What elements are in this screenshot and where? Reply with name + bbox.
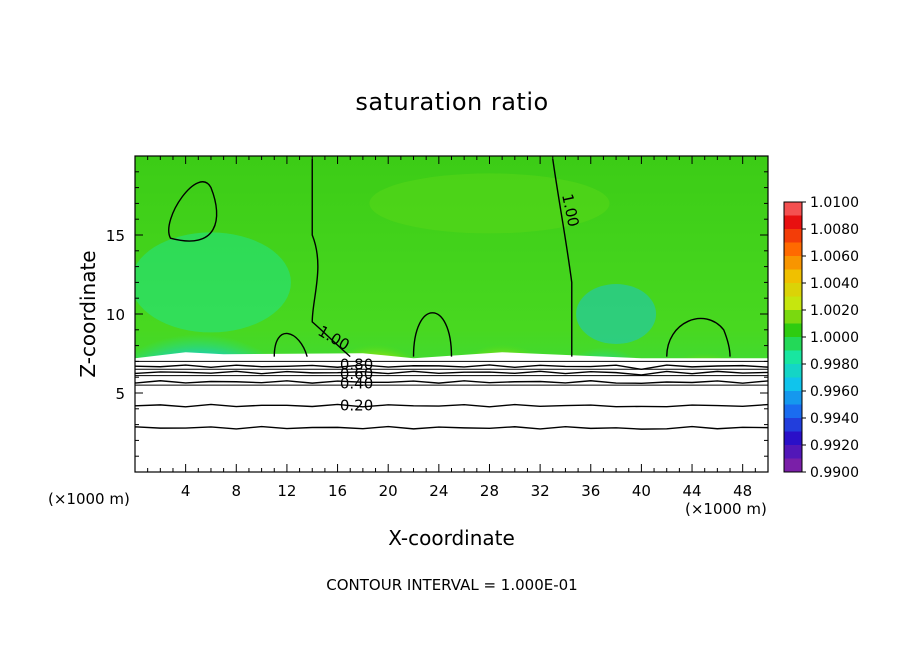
contour-label: 0.60 — [340, 365, 373, 383]
colorbar-label: 1.0080 — [810, 222, 859, 238]
colorbar-band-blend — [784, 229, 802, 243]
colorbar: 0.9900 0.9920 0.9940 0.9960 0.9980 1.0000 1.00… — [783, 195, 859, 481]
chart-title: saturation ratio — [355, 88, 549, 116]
x-tick-label: 24 — [429, 482, 448, 500]
x-axis: 4 8 12 16 20 24 28 32 36 40 44 48 — [147, 156, 756, 500]
contour-line-1-00 — [552, 159, 573, 357]
contour-line-1-00 — [412, 312, 453, 357]
colorbar-band-blend — [784, 283, 802, 297]
colorbar-band-blend — [784, 256, 802, 270]
colorbar-label: 0.9920 — [810, 438, 859, 454]
contour-line-0-40 — [135, 380, 768, 384]
colorbar-band-blend — [784, 310, 802, 324]
y-axis-label: Z-coordinate — [76, 250, 100, 378]
x-unit-left: (×1000 m) — [48, 490, 130, 508]
field-patch — [369, 173, 610, 234]
x-axis-label: X-coordinate — [388, 526, 515, 550]
contour-line-unlabeled — [135, 425, 768, 430]
colorbar-label: 1.0020 — [810, 303, 859, 319]
x-tick-label: 4 — [181, 482, 191, 500]
colorbar-label: 1.0060 — [810, 249, 859, 265]
colorbar-label: 0.9900 — [810, 465, 859, 481]
terrain-area — [135, 352, 768, 472]
contour-line-1-00 — [273, 332, 308, 357]
colorbar-label: 0.9940 — [810, 411, 859, 427]
contour-label: 0.40 — [340, 374, 373, 392]
y-tick-label: 15 — [106, 227, 125, 245]
x-tick-label: 12 — [277, 482, 296, 500]
contour-line-1-00 — [168, 181, 218, 242]
x-tick-label: 8 — [232, 482, 242, 500]
contour-label: 0.20 — [340, 396, 373, 414]
colorbar-label: 0.9960 — [810, 384, 859, 400]
y-tick-label: 5 — [115, 385, 125, 403]
colorbar-label: 0.9980 — [810, 357, 859, 373]
contour-line-0-20 — [135, 403, 768, 408]
x-tick-label: 48 — [733, 482, 752, 500]
x-tick-label: 36 — [581, 482, 600, 500]
colorbar-band-blend — [784, 391, 802, 405]
colorbar-band-blend — [784, 418, 802, 432]
colorbar-label: 1.0100 — [810, 195, 859, 211]
colorbar-band-blend — [784, 202, 802, 216]
colorbar-band-blend — [784, 445, 802, 459]
x-unit-right: (×1000 m) — [685, 500, 767, 518]
contour-label: 0.80 — [340, 355, 373, 373]
x-tick-label: 32 — [531, 482, 550, 500]
x-tick-label: 40 — [632, 482, 651, 500]
contour-line-0-80 — [135, 364, 768, 371]
x-tick-label: 16 — [328, 482, 347, 500]
x-tick-label: 20 — [379, 482, 398, 500]
colorbar-label: 1.0000 — [810, 330, 859, 346]
contour-line-0-60 — [135, 370, 768, 376]
contour-interval-note: CONTOUR INTERVAL = 1.000E-01 — [326, 576, 578, 594]
y-tick-label: 10 — [106, 306, 125, 324]
colorbar-label: 1.0040 — [810, 276, 859, 292]
contour-line-1-00 — [311, 159, 351, 358]
x-tick-label: 28 — [480, 482, 499, 500]
colorbar-band-blend — [784, 364, 802, 378]
contour-line-1-00 — [666, 317, 731, 357]
x-tick-label: 44 — [682, 482, 701, 500]
y-axis: 5 10 15 — [106, 171, 768, 457]
colorbar-band-blend — [784, 337, 802, 351]
